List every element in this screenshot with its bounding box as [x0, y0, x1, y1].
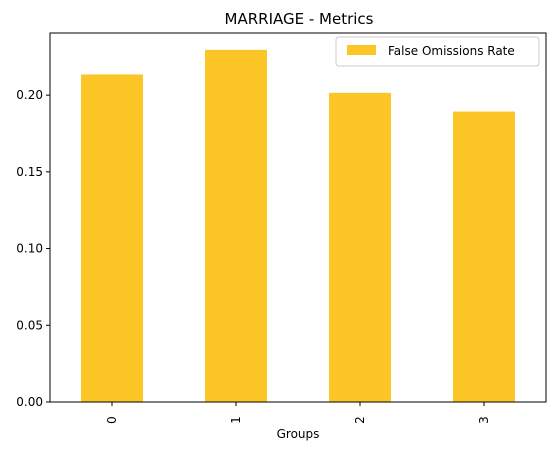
legend: False Omissions Rate	[335, 36, 540, 67]
legend-label: False Omissions Rate	[388, 44, 515, 58]
y-tick-label-0.05: 0.05	[16, 318, 43, 332]
y-tick-label-0.20: 0.20	[16, 88, 43, 102]
bar-0	[81, 74, 143, 402]
legend-box	[335, 36, 540, 67]
x-tick-label-3: 3	[477, 416, 491, 424]
y-tick-label-0.15: 0.15	[16, 165, 43, 179]
x-axis-label: Groups	[277, 427, 320, 441]
plot-frame	[49, 32, 547, 403]
y-tick-label-0.10: 0.10	[16, 242, 43, 256]
bar-2	[329, 92, 391, 403]
x-tick-label-1: 1	[229, 416, 243, 424]
x-tick-label-2: 2	[353, 416, 367, 424]
chart-title: MARRIAGE - Metrics	[225, 10, 374, 28]
y-tick-label-0.00: 0.00	[16, 395, 43, 409]
bar-3	[453, 111, 515, 403]
bar-1	[205, 49, 267, 402]
legend-swatch	[347, 45, 376, 55]
x-tick-label-0: 0	[105, 416, 119, 424]
